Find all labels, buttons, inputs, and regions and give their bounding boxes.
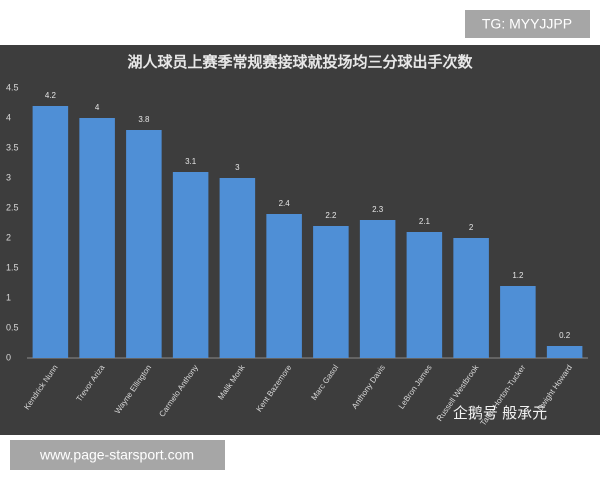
y-tick-label: 0 [6, 352, 11, 362]
watermark-box [10, 440, 225, 470]
bar [79, 118, 115, 358]
bar [313, 226, 349, 358]
source-watermark: 企鹅号 般承元 [453, 404, 547, 422]
y-tick-label: 3.5 [6, 142, 19, 152]
value-label: 4.2 [45, 91, 57, 100]
y-tick-label: 1.5 [6, 262, 19, 272]
value-label: 3 [235, 163, 240, 172]
bar [266, 214, 302, 358]
value-label: 1.2 [512, 271, 524, 280]
value-label: 2.1 [419, 217, 431, 226]
y-tick-label: 0.5 [6, 322, 19, 332]
watermark-text: www.page-starsport.com [39, 447, 194, 463]
bar [219, 178, 256, 358]
value-label: 3.8 [138, 115, 150, 124]
value-label: 2.2 [325, 211, 337, 220]
value-label: 0.2 [559, 331, 571, 340]
chart-title: 湖人球员上赛季常规赛接球就投场均三分球出手次数 [127, 53, 473, 71]
y-tick-label: 2.5 [6, 202, 19, 212]
bar [406, 232, 443, 358]
watermark-text: TG: MYYJJPP [482, 16, 572, 32]
bar [500, 286, 536, 358]
bar [32, 106, 69, 358]
watermark-box [465, 10, 590, 38]
y-tick-label: 3 [6, 172, 11, 182]
y-tick-label: 4 [6, 112, 11, 122]
value-label: 2 [469, 223, 474, 232]
value-label: 4 [95, 103, 100, 112]
bar [126, 130, 162, 358]
bar [172, 172, 209, 358]
y-tick-label: 2 [6, 232, 11, 242]
value-label: 2.4 [279, 199, 291, 208]
y-tick-label: 1 [6, 292, 11, 302]
value-label: 2.3 [372, 205, 384, 214]
bar [453, 238, 489, 358]
bar [546, 346, 583, 358]
y-tick-label: 4.5 [6, 82, 19, 92]
bar [359, 220, 396, 358]
value-label: 3.1 [185, 157, 197, 166]
